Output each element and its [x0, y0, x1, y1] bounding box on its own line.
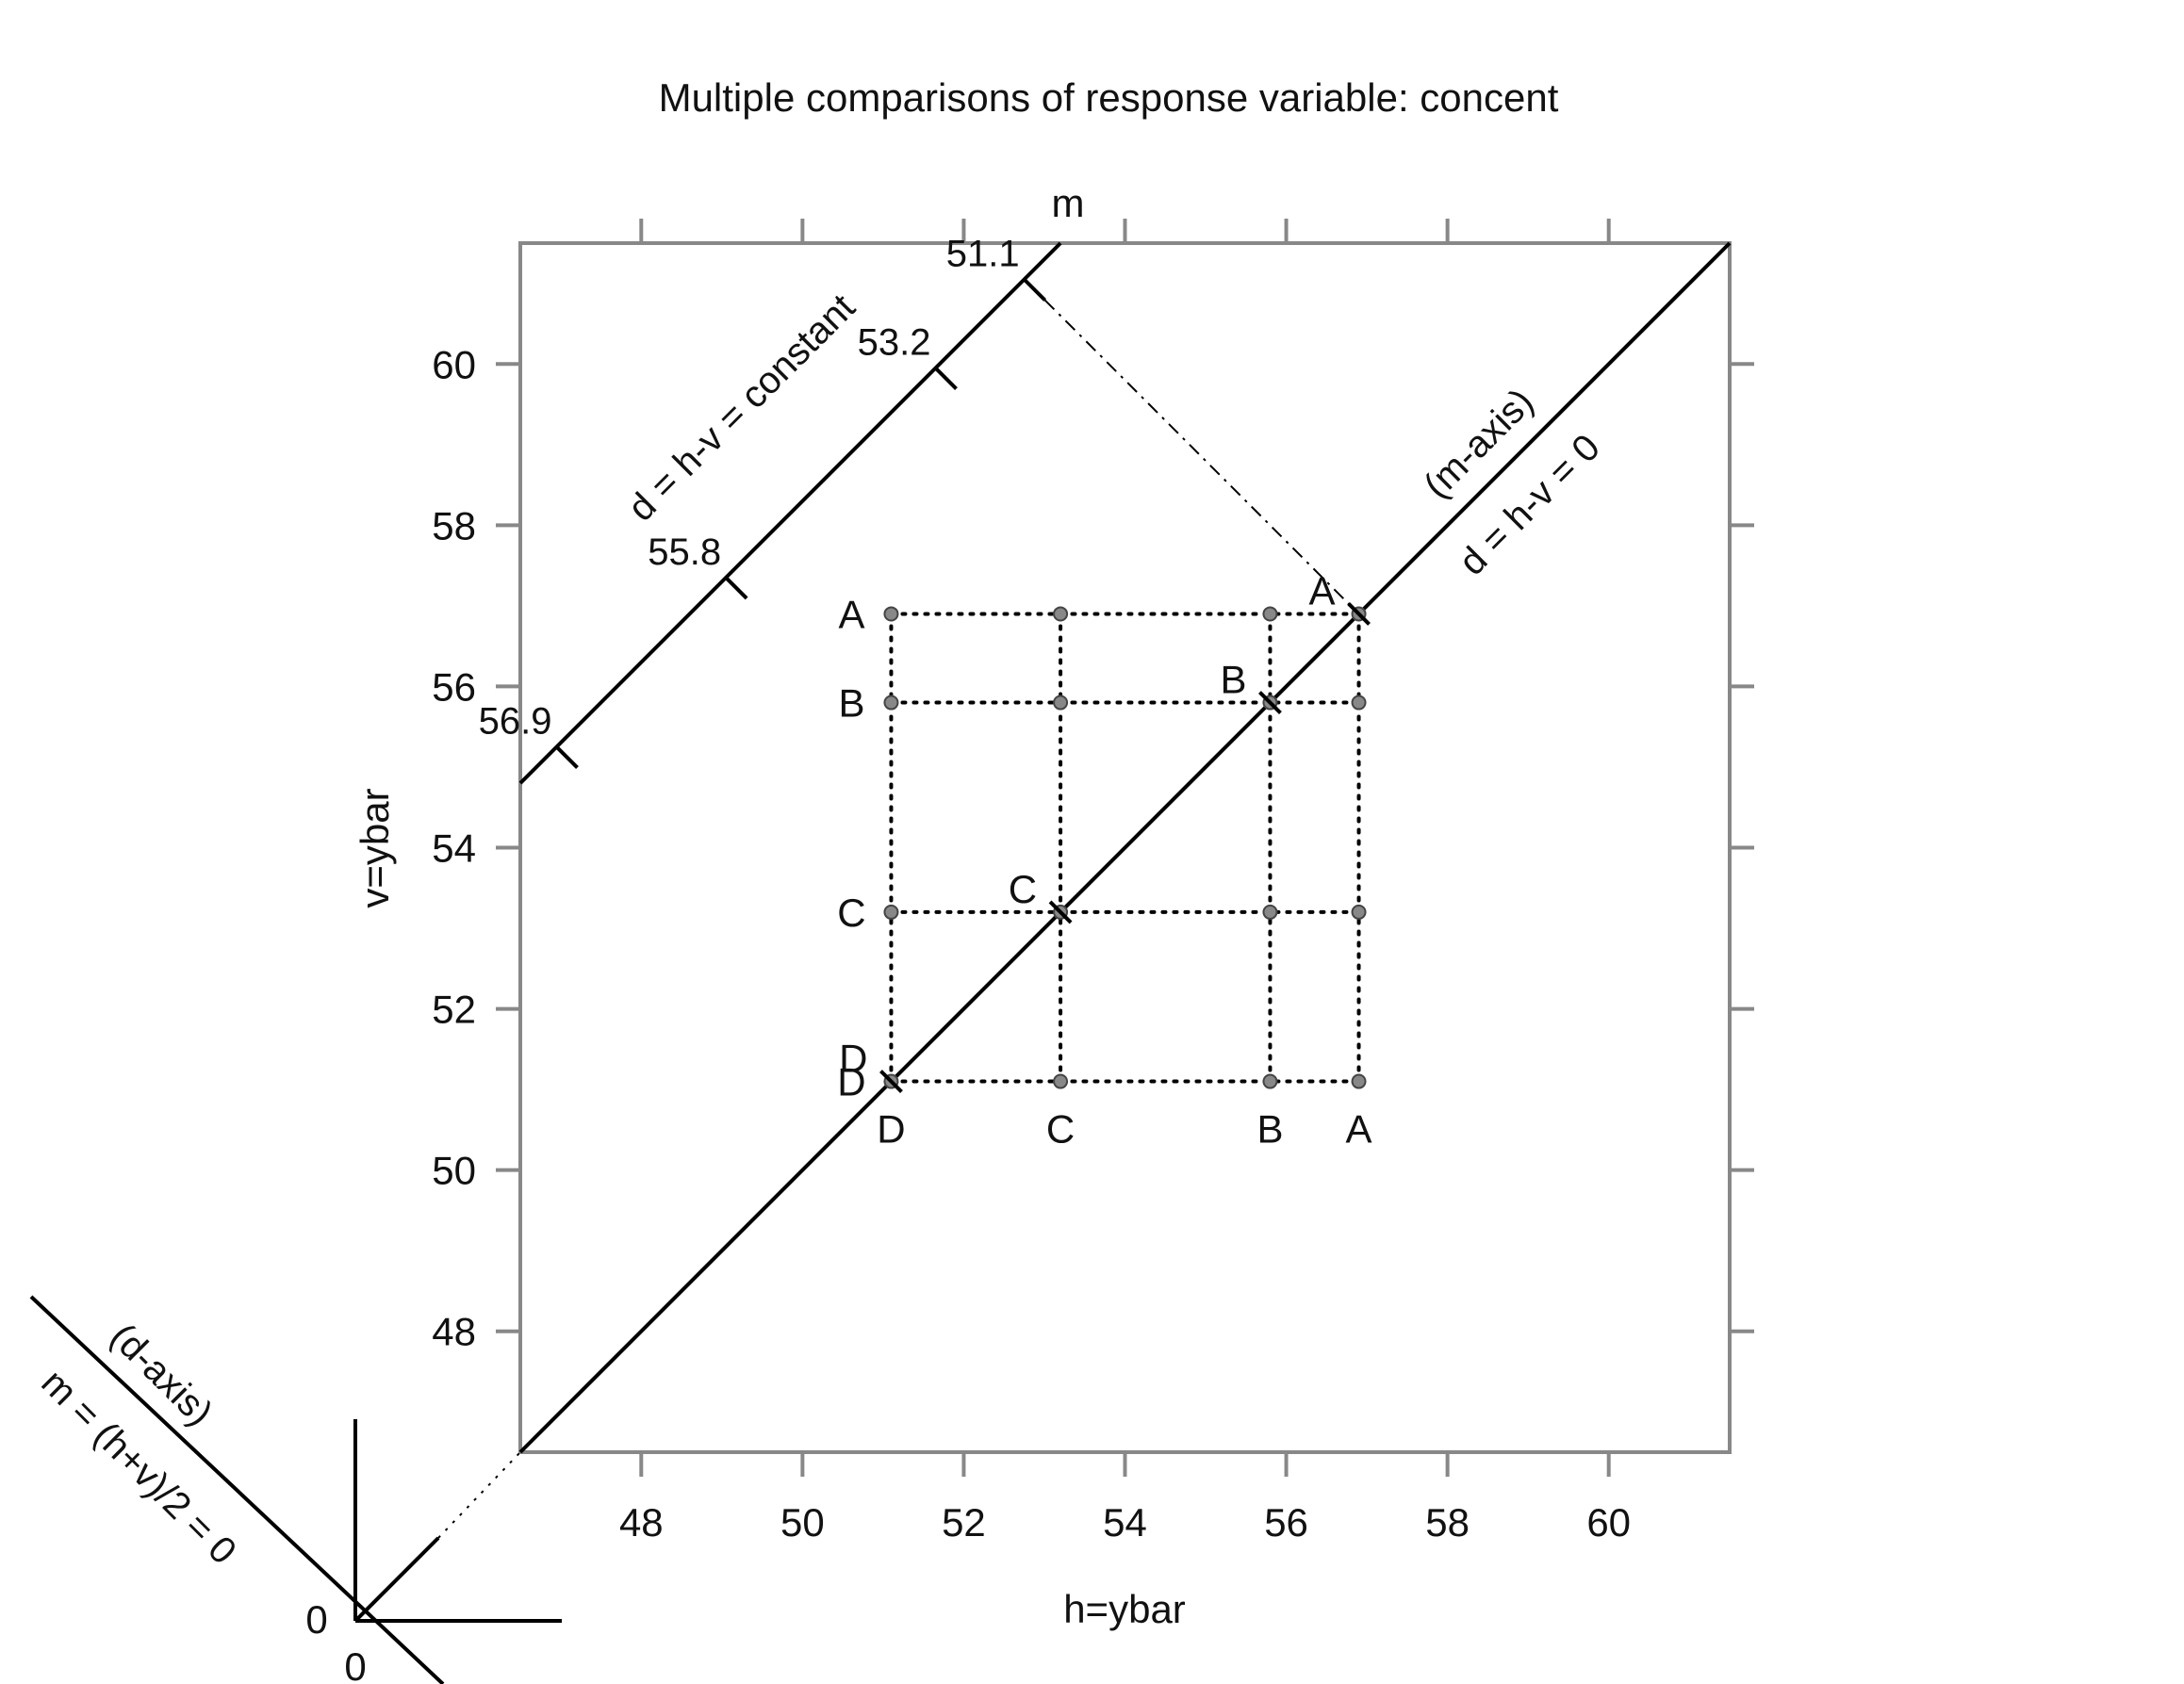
y-tick-label: 48: [432, 1310, 476, 1354]
y-tick-label: 54: [432, 826, 476, 871]
data-point: [1053, 1073, 1069, 1089]
data-point: [1262, 904, 1278, 920]
projection-line: [1023, 278, 1360, 615]
column-group-label: D: [877, 1107, 905, 1152]
m-axis-tick: [934, 367, 958, 390]
diagonal-tick: [1347, 602, 1371, 626]
x-axis-label: h=ybar: [1063, 1587, 1186, 1631]
tick-labels: 48 50 52 54 56 58 60 48 50 52 54 56 58 60: [432, 342, 1631, 1545]
x-tick-label: 50: [780, 1500, 825, 1545]
diagonal-group-label: A: [1309, 568, 1336, 613]
diagonal-group-label: D: [839, 1037, 867, 1081]
m-axis-tick-label: 51.1: [946, 233, 1020, 274]
x-tick-label: 56: [1264, 1500, 1308, 1545]
m-axis-tick-label: 56.9: [479, 701, 552, 743]
data-point: [1351, 695, 1367, 711]
data-point: [883, 606, 899, 622]
parallel-line-label: d = h-v = constant: [620, 286, 863, 530]
chart-title: Multiple comparisons of response variabl…: [659, 75, 1559, 120]
x-tick-label: 52: [942, 1500, 986, 1545]
axis-ticks: [496, 219, 1754, 1477]
d-axis-line: [29, 1295, 445, 1684]
y-tick-label: 60: [432, 342, 476, 386]
data-point: [1351, 1073, 1367, 1089]
data-point: [1053, 606, 1069, 622]
x-tick-label: 60: [1586, 1500, 1631, 1545]
y-tick-label: 52: [432, 988, 476, 1032]
diagonal-group-label: B: [1220, 658, 1246, 702]
data-point: [1351, 904, 1367, 920]
origin-m-dotted: [437, 1451, 521, 1539]
reference-lines: [518, 241, 1732, 1454]
diagonal-tick: [879, 1070, 903, 1093]
m-axis-tick-label: 53.2: [858, 322, 931, 364]
data-point: [883, 904, 899, 920]
m-axis-tick: [555, 745, 579, 769]
parallel-line: [518, 241, 1062, 785]
d-axis-label: (d-axis): [102, 1316, 220, 1433]
origin-m-stub: [353, 1536, 440, 1623]
y-tick-label: 56: [432, 664, 476, 709]
m-axis-tick-label: 55.8: [648, 531, 721, 573]
diagonal-group-label: C: [1009, 867, 1037, 911]
origin-axes: [29, 1295, 562, 1684]
comparison-grid: [889, 612, 1361, 1084]
x-tick-label: 48: [619, 1500, 664, 1545]
data-point: [1262, 1073, 1278, 1089]
m-axis-tick: [724, 576, 748, 600]
y-axis-label: v=ybar: [353, 788, 397, 907]
y-tick-label: 58: [432, 503, 476, 548]
diagonal-tick: [1048, 900, 1073, 924]
row-group-label: C: [837, 891, 865, 935]
column-group-label: C: [1046, 1107, 1075, 1152]
m-axis-tick: [1023, 278, 1046, 302]
m-axis-line: [518, 241, 1732, 1454]
x-tick-label: 58: [1425, 1500, 1470, 1545]
row-group-label: A: [838, 592, 864, 636]
top-axis-label: m: [1052, 181, 1085, 225]
group-labels: A A A B B B C C C DDD: [837, 568, 1371, 1151]
data-point: [1262, 606, 1278, 622]
m-axis-ticks: 56.9 55.8 53.2 51.1: [479, 233, 1046, 769]
data-point: [883, 695, 899, 711]
origin-h-label: 0: [305, 1597, 327, 1642]
origin-v-label: 0: [344, 1644, 366, 1684]
x-tick-label: 54: [1103, 1500, 1147, 1545]
column-group-label: B: [1256, 1107, 1283, 1152]
row-group-label: D: [837, 1060, 865, 1104]
y-tick-label: 50: [432, 1149, 476, 1193]
row-group-label: B: [838, 681, 864, 726]
data-point: [1053, 695, 1069, 711]
column-group-label: A: [1346, 1107, 1372, 1152]
diagonal-tick: [1258, 691, 1282, 714]
